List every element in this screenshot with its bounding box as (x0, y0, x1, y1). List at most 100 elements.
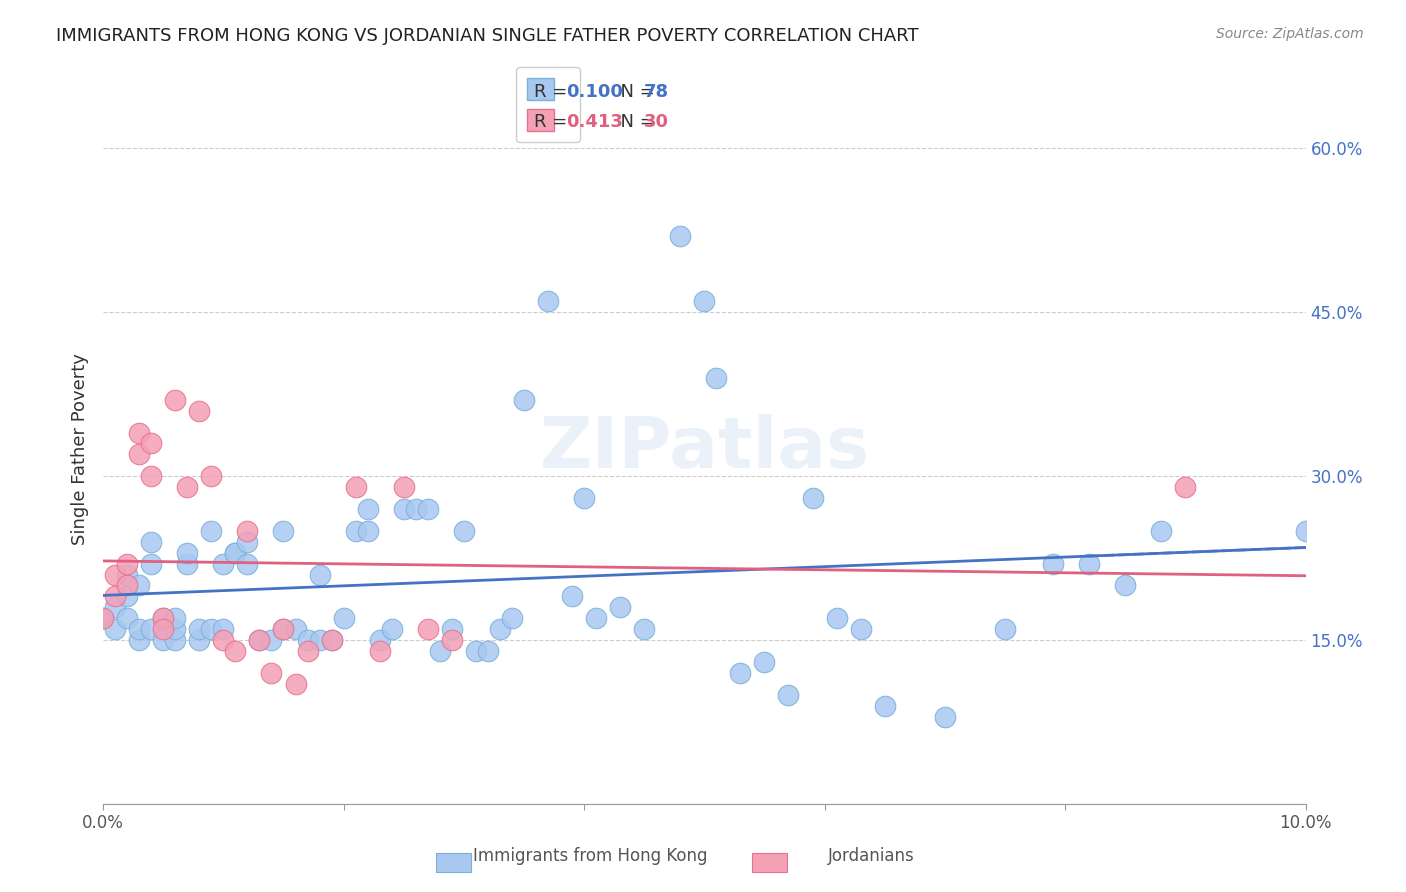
Point (152, 611, 174, 625)
Point (115, 590, 138, 604)
Point (416, 622, 439, 636)
Point (994, 622, 1017, 636)
Point (128, 578, 150, 592)
Point (91, 611, 114, 625)
Point (489, 622, 512, 636)
Point (91, 611, 114, 625)
Point (693, 294, 716, 309)
Point (356, 502, 378, 516)
Text: Immigrants from Hong Kong: Immigrants from Hong Kong (474, 847, 707, 865)
Point (477, 644, 499, 658)
Point (849, 622, 872, 636)
Point (405, 502, 427, 516)
Point (152, 622, 174, 636)
Point (332, 611, 354, 625)
Point (165, 633, 187, 648)
Point (321, 633, 343, 648)
Point (273, 524, 295, 538)
Point (368, 633, 391, 648)
Point (165, 622, 187, 636)
Point (392, 480, 415, 494)
Point (176, 557, 198, 571)
Point (537, 294, 560, 309)
Point (585, 611, 607, 625)
Point (200, 622, 222, 636)
Point (128, 622, 150, 636)
Point (152, 633, 174, 648)
Point (513, 392, 536, 407)
Text: 78: 78 (644, 83, 669, 101)
Point (368, 644, 391, 658)
Point (440, 633, 463, 648)
Text: 0.100: 0.100 (567, 83, 623, 101)
Point (669, 228, 692, 243)
Point (236, 534, 259, 549)
Point (1174, 480, 1197, 494)
Point (561, 590, 583, 604)
Legend: , : , (516, 68, 579, 142)
Point (284, 677, 307, 691)
Point (825, 611, 848, 625)
Point (104, 622, 127, 636)
Text: IMMIGRANTS FROM HONG KONG VS JORDANIAN SINGLE FATHER POVERTY CORRELATION CHART: IMMIGRANTS FROM HONG KONG VS JORDANIAN S… (56, 27, 920, 45)
Point (273, 622, 295, 636)
Text: 30: 30 (644, 113, 669, 131)
Text: Source: ZipAtlas.com: Source: ZipAtlas.com (1216, 27, 1364, 41)
Point (704, 371, 727, 385)
Point (115, 567, 138, 582)
Point (1150, 524, 1173, 538)
Point (356, 524, 378, 538)
Point (224, 546, 246, 560)
Point (297, 633, 319, 648)
Point (321, 633, 343, 648)
Point (778, 688, 800, 702)
Point (141, 622, 163, 636)
Point (308, 633, 330, 648)
Point (104, 567, 127, 582)
Point (464, 644, 486, 658)
Text: N =: N = (609, 113, 661, 131)
Point (1114, 578, 1136, 592)
Point (1078, 557, 1101, 571)
Text: 0.413: 0.413 (567, 113, 623, 131)
Point (212, 633, 235, 648)
Point (572, 491, 595, 505)
Point (308, 567, 330, 582)
Point (344, 480, 367, 494)
Text: Jordanians: Jordanians (828, 847, 915, 865)
Point (501, 611, 523, 625)
Text: N =: N = (609, 83, 661, 101)
Point (176, 480, 198, 494)
Point (429, 644, 451, 658)
Point (1295, 524, 1317, 538)
Point (1042, 557, 1064, 571)
Point (249, 633, 271, 648)
Point (141, 436, 163, 450)
Point (609, 600, 631, 615)
Point (224, 546, 246, 560)
Point (236, 557, 259, 571)
Point (141, 557, 163, 571)
Point (200, 469, 222, 483)
Point (152, 611, 174, 625)
Point (801, 491, 824, 505)
Point (115, 578, 138, 592)
Point (176, 546, 198, 560)
Point (115, 557, 138, 571)
Point (236, 524, 259, 538)
Point (284, 622, 307, 636)
Point (416, 502, 439, 516)
Point (212, 557, 235, 571)
Point (128, 447, 150, 461)
Point (104, 600, 127, 615)
Point (260, 665, 283, 680)
Point (141, 534, 163, 549)
Point (104, 590, 127, 604)
Point (128, 633, 150, 648)
Point (392, 502, 415, 516)
Point (453, 524, 475, 538)
Point (260, 633, 283, 648)
Point (188, 622, 211, 636)
Text: ZIPatlas: ZIPatlas (540, 415, 869, 483)
Point (249, 633, 271, 648)
